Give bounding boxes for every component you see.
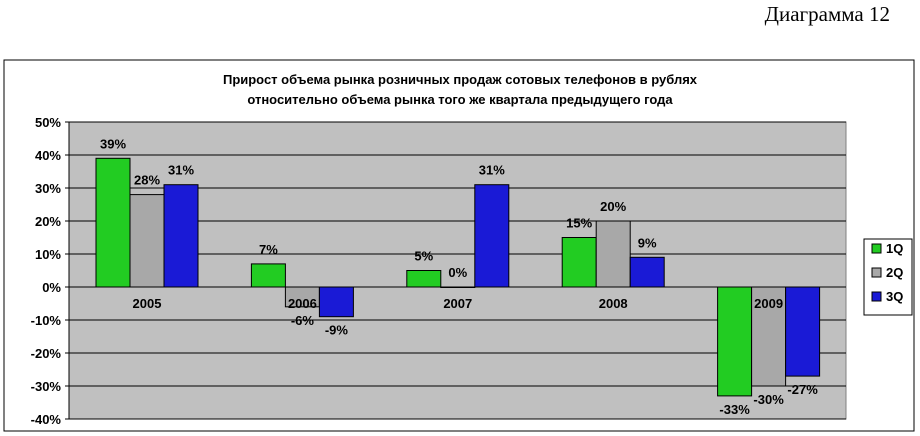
bar-2Q-2005: [129, 194, 165, 288]
category-label-2009: 2009: [754, 296, 783, 311]
y-tick-label: -30%: [31, 379, 62, 394]
legend-label-3Q: 3Q: [886, 289, 903, 304]
bar-2Q-2009: [751, 286, 787, 387]
data-label-1Q-2007: 5%: [414, 249, 433, 264]
data-label-2Q-2005: 28%: [134, 173, 160, 188]
chart-title-line-2: относительно объема рынка того же кварта…: [247, 92, 673, 107]
legend-swatch-3Q: [871, 291, 882, 302]
data-label-1Q-2008: 15%: [566, 216, 592, 231]
legend-label-2Q: 2Q: [886, 265, 903, 280]
bar-1Q-2007: [406, 270, 442, 288]
data-label-1Q-2009: -33%: [719, 402, 750, 417]
bars: [95, 157, 821, 397]
data-label-3Q-2007: 31%: [479, 163, 505, 178]
bar-3Q-2009: [785, 286, 821, 377]
category-label-2007: 2007: [443, 296, 472, 311]
data-label-2Q-2009: -30%: [753, 392, 784, 407]
y-axis-ticks: 50% 40% 30% 20% 10% 0% -10% -20% -30% -40%: [31, 115, 70, 427]
bar-3Q-2005: [163, 184, 199, 288]
chart-title-line-1: Прирост объема рынка розничных продаж со…: [223, 72, 698, 87]
chart-title: Прирост объема рынка розничных продаж со…: [223, 72, 698, 107]
data-label-2Q-2008: 20%: [600, 199, 626, 214]
legend: 1Q 2Q 3Q: [863, 238, 913, 316]
data-label-2Q-2006: -6%: [291, 313, 315, 328]
data-label-3Q-2009: -27%: [787, 382, 818, 397]
y-tick-label: -20%: [31, 346, 62, 361]
diagram-caption: Диаграмма 12: [764, 2, 890, 26]
data-label-2Q-2007: 0%: [448, 265, 467, 280]
category-label-2006: 2006: [288, 296, 317, 311]
y-tick-label: 50%: [35, 115, 61, 130]
legend-swatch-2Q: [871, 267, 882, 278]
legend-label-1Q: 1Q: [886, 241, 903, 256]
data-label-3Q-2005: 31%: [168, 163, 194, 178]
category-label-2005: 2005: [133, 296, 162, 311]
data-labels: 39% 28% 31% 7% -6% -9% 5% 0% 31% 15% 20% 9% -33%-30%…: [100, 136, 818, 417]
bar-3Q-2007: [474, 184, 510, 288]
y-tick-label: 0%: [42, 280, 61, 295]
category-labels: 2005 2006 2007 2008 2009: [69, 286, 846, 311]
y-tick-label: 10%: [35, 247, 61, 262]
legend-swatch-1Q: [871, 243, 882, 254]
data-label-3Q-2006: -9%: [325, 323, 349, 338]
bar-1Q-2009: [717, 286, 753, 397]
y-tick-label: 20%: [35, 214, 61, 229]
category-label-2008: 2008: [599, 296, 628, 311]
bar-1Q-2008: [561, 237, 597, 288]
bar-1Q-2006: [250, 263, 286, 288]
y-tick-label: -10%: [31, 313, 62, 328]
data-label-3Q-2008: 9%: [638, 235, 657, 250]
data-label-1Q-2006: 7%: [259, 242, 278, 257]
bar-3Q-2006: [318, 286, 354, 318]
y-tick-label: 40%: [35, 148, 61, 163]
bar-3Q-2008: [629, 256, 665, 288]
bar-1Q-2005: [95, 157, 131, 288]
bar-2Q-2008: [595, 220, 631, 288]
y-tick-label: -40%: [31, 412, 62, 427]
data-label-1Q-2005: 39%: [100, 136, 126, 151]
y-tick-label: 30%: [35, 181, 61, 196]
